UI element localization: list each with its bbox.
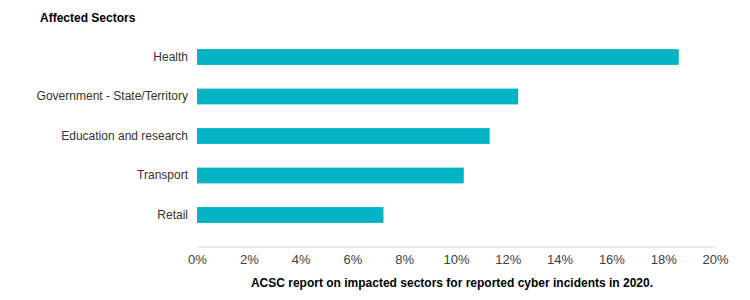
y-tick: Government - State/Territory [37,89,197,103]
x-tick-label: 18% [651,252,677,267]
bars [197,49,679,223]
category-label: Government - State/Territory [37,89,188,103]
bar [197,128,490,144]
x-axis-line [198,247,716,248]
x-tick-label: 8% [395,252,414,267]
x-tick: 0% [188,247,207,267]
x-tick: 4% [292,247,311,267]
x-tick-label: 16% [599,252,625,267]
bar [197,49,679,65]
x-tick: 14% [547,247,573,267]
x-tick-label: 0% [188,252,207,267]
category-label: Retail [157,208,188,222]
caption: ACSC report on impacted sectors for repo… [251,276,653,290]
x-tick: 12% [495,247,521,267]
x-tick-label: 10% [443,252,469,267]
x-tick: 18% [651,247,677,267]
x-tick: 8% [395,247,414,267]
y-axis: Health Government - State/Territory Educat… [37,50,197,222]
bar [197,207,383,223]
x-tick-label: 20% [702,252,728,267]
x-tick-label: 6% [344,252,363,267]
x-tick-label: 2% [240,252,259,267]
x-tick-label: 14% [547,252,573,267]
y-tick: Retail [157,208,197,222]
y-tick: Transport [137,168,197,182]
chart: Affected Sectors 0% 2% 4% 6% 8% 10% 12% 14% 16% 18… [0,0,750,300]
category-label: Health [153,50,188,64]
x-tick: 20% [702,247,728,267]
x-tick-label: 12% [495,252,521,267]
x-tick: 16% [599,247,625,267]
title: Affected Sectors [40,11,136,25]
x-axis: 0% 2% 4% 6% 8% 10% 12% 14% 16% 18% 20% [188,247,729,267]
category-label: Transport [137,168,189,182]
x-tick: 2% [240,247,259,267]
bar [197,168,464,184]
x-tick-label: 4% [292,252,311,267]
y-tick: Health [153,50,197,64]
bar [197,89,518,105]
y-tick: Education and research [61,129,197,143]
x-tick: 10% [443,247,469,267]
x-tick: 6% [344,247,363,267]
category-label: Education and research [61,129,188,143]
